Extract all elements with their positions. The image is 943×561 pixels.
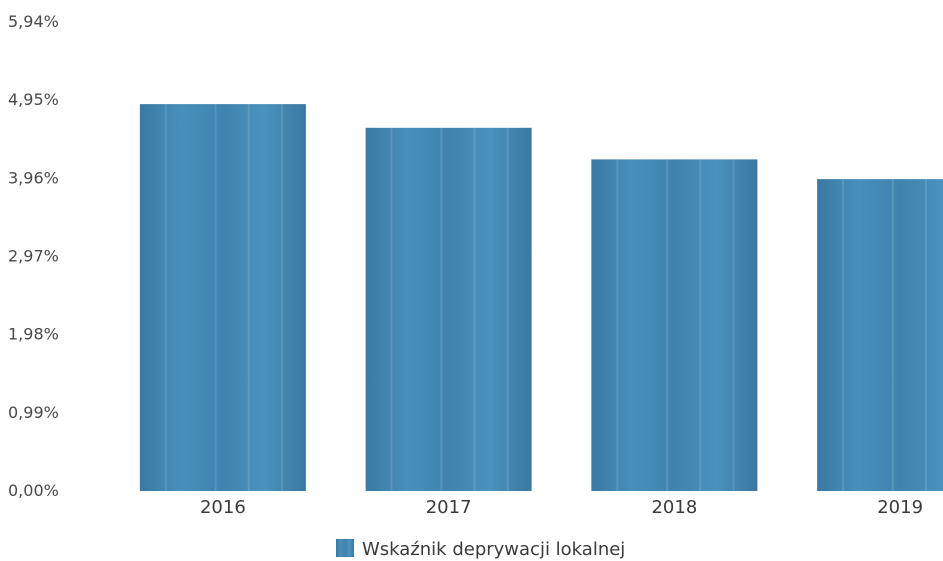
y-tick-label: 3,96% [8, 168, 59, 187]
bar-stripe [925, 179, 928, 491]
legend-swatch [336, 539, 354, 557]
x-tick-label: 2016 [200, 497, 246, 518]
y-tick-label: 5,94% [8, 12, 59, 31]
bar-2019 [817, 179, 943, 491]
y-axis: 0,00% 0,99% 1,98% 2,97% 3,96% 4,95% 5,94% [8, 12, 59, 500]
bar-2017 [365, 127, 532, 492]
bar-stripe [616, 159, 619, 491]
x-tick-label: 2018 [651, 497, 697, 518]
bar-stripe [666, 159, 669, 491]
y-tick-label: 0,99% [8, 403, 59, 422]
x-axis: 2016 2017 2018 2019 [200, 497, 923, 518]
bar-2018 [591, 159, 758, 491]
x-tick-label: 2019 [877, 497, 923, 518]
bar-stripe [699, 159, 702, 491]
bar-stripe [247, 104, 250, 492]
bars [139, 104, 943, 492]
bar-stripe [164, 104, 167, 492]
bar-stripe [506, 127, 509, 492]
x-tick-label: 2017 [426, 497, 472, 518]
bar-stripe [891, 179, 894, 491]
bar-stripe [440, 127, 443, 492]
y-tick-label: 1,98% [8, 325, 59, 344]
bar-stripe [732, 159, 735, 491]
bar-2016 [139, 104, 306, 492]
bar-stripe [842, 179, 845, 491]
bar-stripe [473, 127, 476, 492]
bar-stripe [214, 104, 217, 492]
legend: Wskaźnik deprywacji lokalnej [336, 539, 625, 560]
bar-stripe [390, 127, 393, 492]
legend-label: Wskaźnik deprywacji lokalnej [362, 539, 625, 560]
y-tick-label: 0,00% [8, 481, 59, 500]
y-tick-label: 2,97% [8, 247, 59, 266]
bar-stripe [280, 104, 283, 492]
y-tick-label: 4,95% [8, 90, 59, 109]
